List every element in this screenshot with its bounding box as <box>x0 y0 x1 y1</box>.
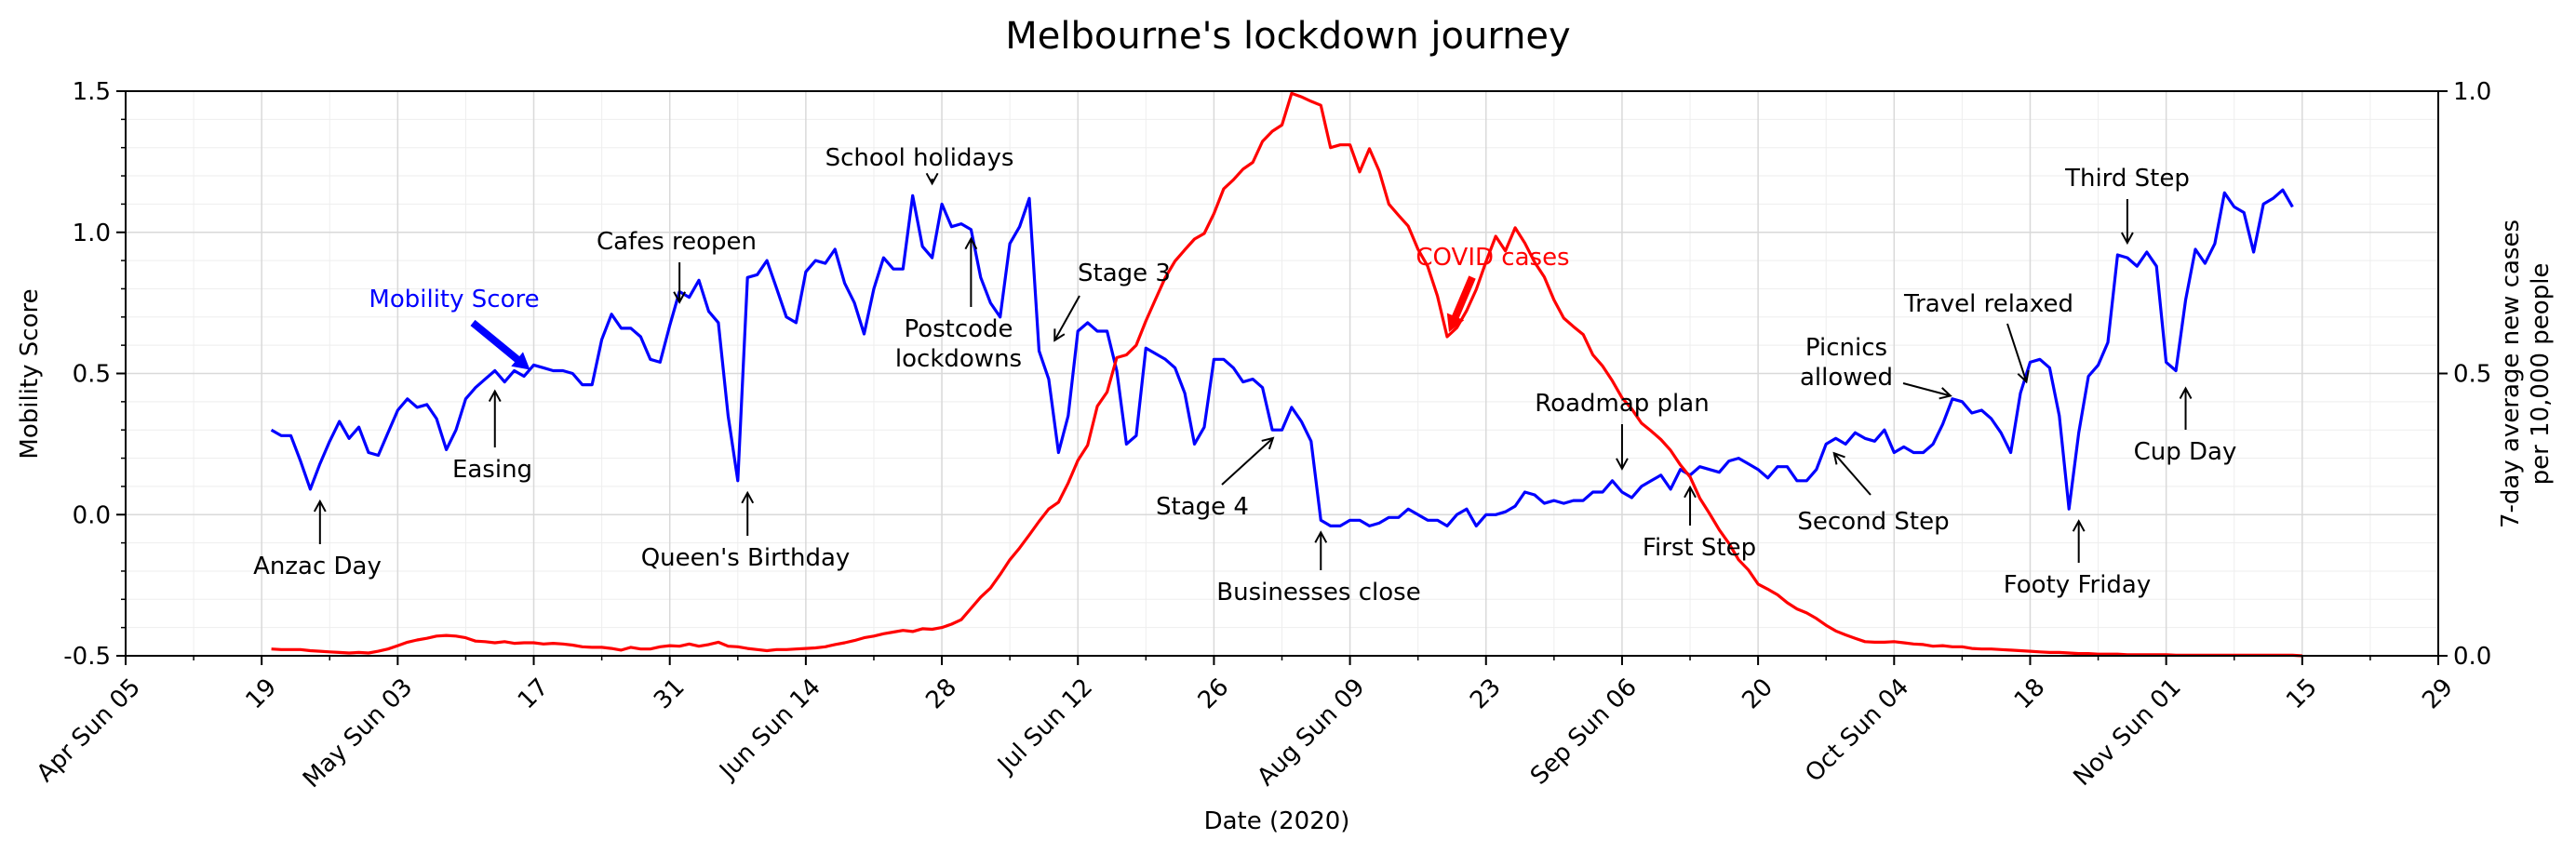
annotation: Anzac Day <box>253 502 382 580</box>
annotation-arrow <box>1902 382 1950 395</box>
annotation-label: Second Step <box>1797 508 1949 536</box>
annotation-label: Anzac Day <box>253 553 382 580</box>
x-tick-label: Apr Sun 05 <box>32 673 146 788</box>
x-tick-label: 28 <box>920 673 962 715</box>
annotation-label: First Step <box>1643 534 1756 562</box>
annotation-label: Stage 3 <box>1078 260 1171 287</box>
x-tick-label: 20 <box>1737 673 1778 715</box>
annotation: Stage 4 <box>1156 439 1272 521</box>
series-label-mobility-arrow <box>470 319 530 370</box>
y-tick-label-right: 0.0 <box>2453 643 2491 671</box>
annotation: First Step <box>1643 488 1756 562</box>
x-tick-label: Oct Sun 04 <box>1800 673 1914 788</box>
chart-title: Melbourne's lockdown journey <box>1005 15 1570 58</box>
y-tick-label-left: 0.0 <box>73 501 111 529</box>
annotation-label: lockdowns <box>895 345 1022 373</box>
annotation-arrow <box>1055 295 1080 340</box>
annotation-arrow <box>2006 323 2026 380</box>
x-tick-label: 29 <box>2417 673 2459 715</box>
y-axis-label-right-line-1: 7-day average new cases <box>2497 220 2525 528</box>
x-tick-label: 23 <box>1465 673 1507 715</box>
x-tick-label: 26 <box>1193 673 1235 715</box>
x-tick-label: 17 <box>513 673 555 715</box>
annotation-label: allowed <box>1800 364 1893 392</box>
annotation-label: Footy Friday <box>2004 571 2152 599</box>
y-tick-label-left: 1.0 <box>73 220 111 247</box>
annotation: Third Step <box>2064 165 2190 242</box>
annotation-label: Roadmap plan <box>1535 390 1709 418</box>
series-line-mobility-score <box>270 188 2294 528</box>
annotation: Stage 3 <box>1055 260 1171 340</box>
x-tick-label: Jul Sun 12 <box>991 673 1098 780</box>
x-tick-label: Jun Sun 14 <box>713 673 825 786</box>
annotation: Easing <box>452 393 532 484</box>
annotations: Anzac Day Easing Cafes reopen Queen's Birth… <box>253 144 2236 606</box>
y-tick-label-left: 0.5 <box>73 361 111 389</box>
x-tick-label: May Sun 03 <box>298 673 418 793</box>
annotation: Cup Day <box>2134 390 2237 466</box>
annotation-label: Picnics <box>1805 334 1887 362</box>
x-tick-label: Sep Sun 06 <box>1525 673 1643 791</box>
series-label-mobility: Mobility Score <box>369 286 539 313</box>
annotation-arrow <box>1221 439 1272 486</box>
x-tick-label: Aug Sun 09 <box>1252 673 1370 792</box>
y-tick-label-left: 1.5 <box>73 78 111 106</box>
x-tick-label: Nov Sun 01 <box>2068 673 2186 792</box>
y-axis-label-left: Mobility Score <box>16 288 44 459</box>
annotation: Roadmap plan <box>1535 390 1710 468</box>
series-label-covid-arrow <box>1446 275 1476 332</box>
annotation-label: Cup Day <box>2134 438 2237 466</box>
annotation: Cafes reopen <box>597 228 757 301</box>
annotation-label: School holidays <box>825 144 1014 172</box>
x-tick-label: 18 <box>2009 673 2051 715</box>
x-tick-label: 19 <box>241 673 283 715</box>
y-tick-label-right: 0.5 <box>2453 361 2491 389</box>
x-axis-label: Date (2020) <box>1204 807 1350 835</box>
annotation-label: Queen's Birthday <box>641 544 851 572</box>
annotation-label: Businesses close <box>1216 579 1420 606</box>
y-tick-label-right: 1.0 <box>2453 78 2491 106</box>
series-lines <box>270 91 2302 658</box>
x-tick-label: 15 <box>2281 673 2323 715</box>
annotation: Footy Friday <box>2004 522 2152 599</box>
y-axis-label-right: 7-day average new cases per 10,000 peopl… <box>2497 220 2555 528</box>
annotation-label: Easing <box>452 456 532 484</box>
y-tick-label-left: -0.5 <box>63 643 111 671</box>
annotation: Second Step <box>1797 454 1950 536</box>
annotation: Queen's Birthday <box>641 494 851 572</box>
annotation-label: Travel relaxed <box>1903 290 2073 318</box>
annotation-label: Third Step <box>2064 165 2190 193</box>
annotation: School holidays <box>825 144 1014 182</box>
annotation-arrow <box>1834 454 1872 496</box>
series-line-covid-cases <box>271 91 2302 658</box>
series-label-covid: COVID cases <box>1415 244 1569 272</box>
annotation-label: Cafes reopen <box>597 228 757 256</box>
annotation-label: Postcode <box>904 315 1013 343</box>
y-axis-label-right-line-2: per 10,000 people <box>2527 263 2555 486</box>
annotation-label: Stage 4 <box>1156 493 1249 521</box>
annotation: Businesses close <box>1216 533 1421 606</box>
annotation: Travel relaxed <box>1903 290 2073 380</box>
x-tick-label: 31 <box>649 673 691 715</box>
